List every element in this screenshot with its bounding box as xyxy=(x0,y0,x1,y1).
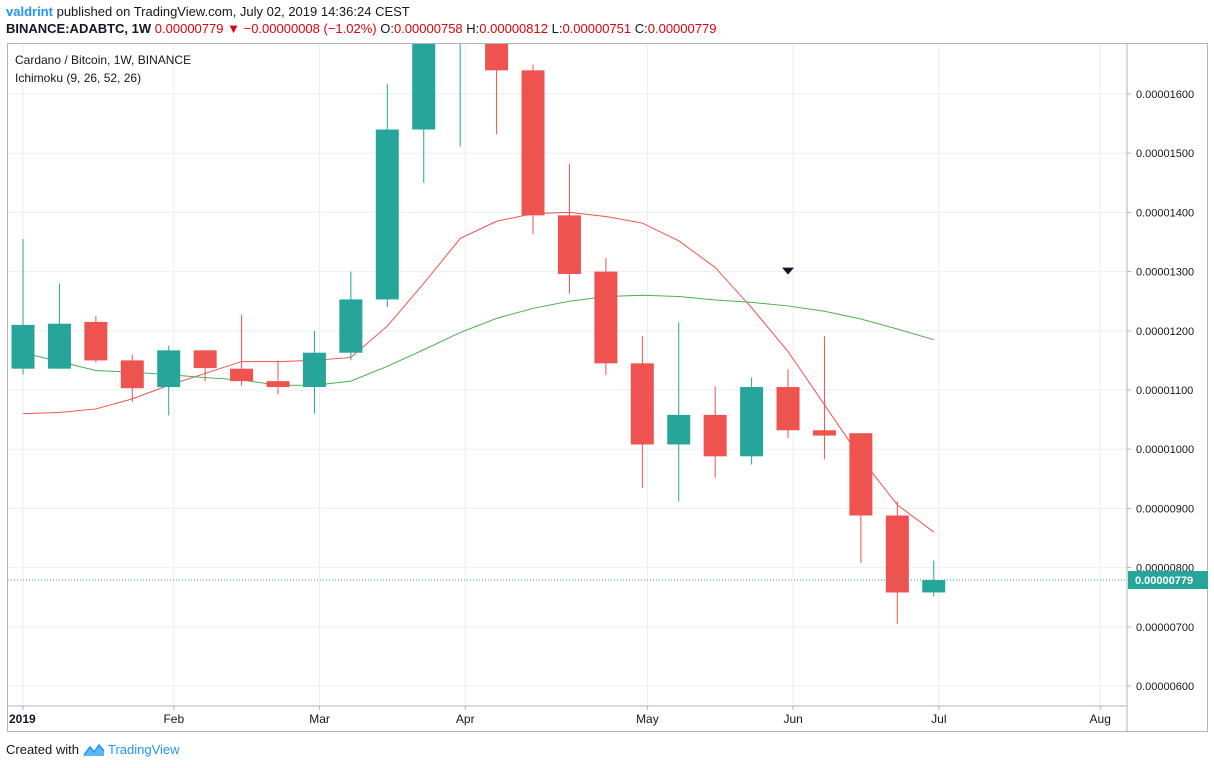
tradingview-brand[interactable]: TradingView xyxy=(107,742,180,757)
candle-body xyxy=(449,23,472,24)
y-tick-label: 0.00001500 xyxy=(1136,148,1194,160)
y-tick-label: 0.00001000 xyxy=(1136,444,1194,456)
candle-body xyxy=(485,44,509,71)
y-tick-label: 0.00001200 xyxy=(1136,326,1194,338)
chart-frame xyxy=(7,43,1208,732)
down-marker-icon xyxy=(782,267,795,275)
y-tick-label: 0.00000600 xyxy=(1136,681,1194,693)
candle-body xyxy=(630,363,654,445)
candle-body xyxy=(594,271,618,364)
ohlc-line: BINANCE:ADABTC, 1W 0.00000779 ▼ −0.00000… xyxy=(6,21,716,36)
x-tick-label: Mar xyxy=(309,712,330,726)
x-tick-label: May xyxy=(636,712,659,726)
legend-title: Cardano / Bitcoin, 1W, BINANCE xyxy=(15,53,192,67)
y-tick-label: 0.00000900 xyxy=(1136,503,1194,515)
high-value: 0.00000812 xyxy=(479,21,548,36)
open-value: 0.00000758 xyxy=(393,21,463,36)
close-label: C: xyxy=(634,21,648,36)
x-tick-label: Feb xyxy=(163,712,184,726)
y-tick-label: 0.00001400 xyxy=(1136,207,1194,219)
candle-body xyxy=(47,323,71,369)
candle-body xyxy=(157,350,181,388)
candle-body xyxy=(776,387,800,431)
current-price-label-bg xyxy=(1128,571,1208,590)
price-change: −0.00000008 (−1.02%) xyxy=(243,21,377,36)
y-tick-label: 0.00001100 xyxy=(1136,385,1193,397)
candle-body xyxy=(339,299,363,353)
candle-body xyxy=(230,368,254,382)
candle-body xyxy=(703,414,727,457)
candle-body xyxy=(667,414,691,445)
tradingview-logo-icon xyxy=(83,743,105,756)
candle-body xyxy=(120,360,144,389)
x-tick-label: 2019 xyxy=(9,712,36,726)
plot-area xyxy=(8,23,1127,624)
x-tick-label: Aug xyxy=(1090,712,1111,726)
candle-body xyxy=(740,387,764,457)
created-with-text: Created with xyxy=(6,742,79,757)
y-tick-label: 0.00001300 xyxy=(1136,267,1194,279)
y-tick-label: 0.00000700 xyxy=(1136,622,1194,634)
candle-body xyxy=(557,215,581,274)
down-arrow-icon: ▼ xyxy=(227,21,240,36)
candle-body xyxy=(11,324,35,369)
x-tick-label: Jul xyxy=(931,712,946,726)
last-price: 0.00000779 xyxy=(154,21,224,36)
current-price-label: 0.00000779 xyxy=(1135,575,1193,587)
published-text: published on TradingView.com, July 02, 2… xyxy=(56,4,410,19)
candle-body xyxy=(521,70,545,216)
candle-body xyxy=(922,580,946,593)
author-name[interactable]: valdrint xyxy=(6,4,53,19)
candle-body xyxy=(266,381,290,388)
candle-body xyxy=(885,515,909,593)
low-value: 0.00000751 xyxy=(562,21,632,36)
candle-body xyxy=(412,44,436,130)
high-label: H: xyxy=(466,21,480,36)
x-tick-label: Apr xyxy=(456,712,475,726)
candle-body xyxy=(84,321,108,361)
legend-indicator: Ichimoku (9, 26, 52, 26) xyxy=(15,71,142,85)
footer: Created with TradingView xyxy=(6,742,180,757)
candle-body xyxy=(375,129,399,300)
low-label: L: xyxy=(551,21,563,36)
candle-body xyxy=(193,350,217,369)
candle-body xyxy=(302,352,326,388)
close-value: 0.00000779 xyxy=(647,21,717,36)
symbol-label: BINANCE:ADABTC, 1W xyxy=(6,21,152,36)
publish-info: valdrint published on TradingView.com, J… xyxy=(6,4,410,19)
x-tick-label: Jun xyxy=(783,712,802,726)
open-label: O: xyxy=(380,21,394,36)
candle-body xyxy=(849,433,873,516)
y-tick-label: 0.00001600 xyxy=(1136,89,1194,101)
candle-body xyxy=(812,430,836,436)
